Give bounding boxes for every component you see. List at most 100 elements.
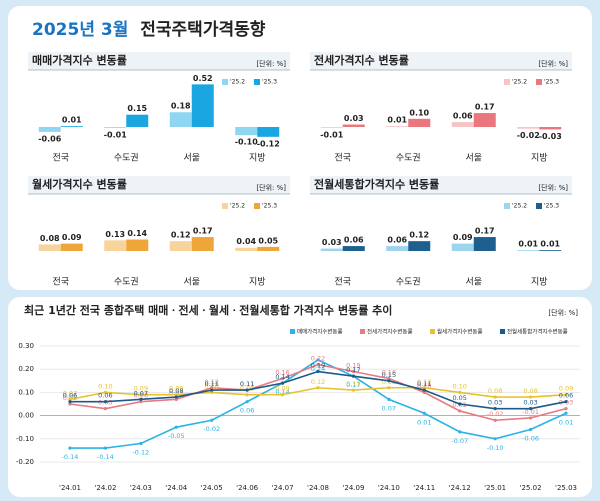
value-label: 0.13 — [105, 230, 125, 239]
legend-label: 월세가격지수변동률 — [437, 328, 483, 336]
legend-label: 전세가격지수변동률 — [367, 328, 413, 336]
value-label: 0.06 — [387, 236, 407, 245]
point — [351, 374, 356, 378]
value-label: 0.10 — [98, 382, 112, 390]
point — [493, 395, 497, 399]
legend-swatch — [222, 203, 228, 209]
point — [210, 390, 214, 394]
x-tick-label: '24.03 — [130, 484, 152, 492]
chart-title: 월세가격지수 변동률 — [32, 177, 127, 191]
legend-label: '25.2 — [230, 79, 245, 86]
point — [422, 386, 426, 390]
point — [493, 407, 497, 411]
value-label: 0.01 — [417, 418, 431, 426]
header-date: 2025년 3월 — [32, 20, 128, 40]
legend-swatch — [430, 329, 435, 334]
top-panel — [8, 6, 592, 290]
point — [528, 407, 533, 411]
category-label: 전국 — [52, 153, 69, 164]
bar — [257, 246, 280, 251]
x-tick-label: '24.04 — [165, 484, 188, 492]
bar — [539, 250, 562, 251]
category-label: 지방 — [249, 277, 266, 288]
value-label: 0.22 — [311, 355, 325, 363]
bar — [408, 241, 431, 251]
value-label: 0.09 — [559, 385, 573, 393]
value-label: -0.01 — [320, 130, 343, 139]
point — [210, 418, 214, 422]
point — [528, 416, 533, 420]
unit-label: [단위: %] — [548, 308, 578, 317]
x-tick-label: '25.01 — [484, 484, 506, 492]
bar — [320, 248, 343, 251]
point — [68, 402, 72, 406]
bar — [408, 118, 431, 127]
value-label: 0.10 — [452, 382, 466, 390]
point — [139, 397, 143, 401]
value-label: 0.01 — [518, 240, 538, 249]
value-label: 0.12 — [311, 378, 325, 386]
point — [103, 390, 108, 394]
value-label: 0.11 — [204, 380, 218, 388]
x-tick-label: '24.10 — [378, 484, 400, 492]
bar — [386, 126, 409, 127]
category-label: 지방 — [531, 153, 548, 164]
value-label: 0.17 — [346, 366, 360, 374]
value-label: 0.01 — [62, 116, 82, 125]
x-tick-label: '24.07 — [272, 484, 294, 492]
value-label: 0.11 — [417, 380, 431, 388]
value-label: 0.03 — [523, 399, 537, 407]
value-label: -0.02 — [203, 425, 220, 433]
value-label: -0.01 — [522, 408, 539, 416]
chart-title: 전월세통합가격지수 변동률 — [314, 177, 439, 191]
point — [458, 390, 462, 394]
category-label: 수도권 — [396, 276, 421, 288]
point — [422, 388, 426, 392]
point — [280, 393, 285, 397]
value-label: 0.12 — [204, 378, 218, 386]
value-label: 0.17 — [346, 381, 360, 389]
header-text: 전국주택가격동향 — [140, 19, 265, 40]
value-label: -0.07 — [451, 437, 468, 445]
value-label: 0.11 — [346, 380, 360, 388]
point — [280, 381, 285, 385]
value-label: -0.02 — [517, 131, 540, 140]
bar — [320, 127, 343, 128]
category-label: 수도권 — [114, 152, 139, 164]
point — [174, 395, 178, 399]
chart-title: 매매가격지수 변동률 — [32, 53, 127, 67]
value-label: 0.16 — [382, 368, 396, 376]
x-tick-label: '24.01 — [59, 484, 81, 492]
point — [564, 400, 568, 404]
bar — [473, 237, 496, 251]
value-label: 0.06 — [98, 392, 112, 400]
value-label: 0.15 — [127, 104, 147, 113]
bar — [342, 246, 365, 251]
legend-swatch — [360, 329, 365, 334]
legend-swatch — [536, 79, 542, 85]
value-label: -0.05 — [168, 432, 185, 440]
point — [103, 446, 108, 450]
unit-label: [단위: %] — [538, 183, 568, 192]
point — [422, 390, 426, 394]
value-label: 0.08 — [523, 387, 537, 395]
point — [564, 411, 568, 415]
value-label: 0.06 — [559, 392, 573, 400]
value-label: -0.02 — [487, 410, 504, 418]
unit-label: [단위: %] — [256, 59, 286, 68]
category-label: 서울 — [465, 277, 482, 288]
value-label: 0.09 — [169, 385, 183, 393]
value-label: 0.06 — [240, 407, 254, 415]
value-label: -0.12 — [257, 139, 280, 148]
point — [280, 376, 285, 381]
point — [103, 407, 108, 411]
value-label: 0.19 — [311, 362, 325, 370]
legend-label: '25.2 — [230, 203, 245, 210]
point — [351, 369, 356, 374]
point — [174, 397, 178, 401]
point — [564, 407, 568, 411]
y-tick-label: 0.00 — [18, 412, 34, 420]
value-label: 0.06 — [63, 392, 77, 400]
x-tick-label: '24.09 — [342, 484, 364, 492]
legend-swatch — [254, 79, 260, 85]
